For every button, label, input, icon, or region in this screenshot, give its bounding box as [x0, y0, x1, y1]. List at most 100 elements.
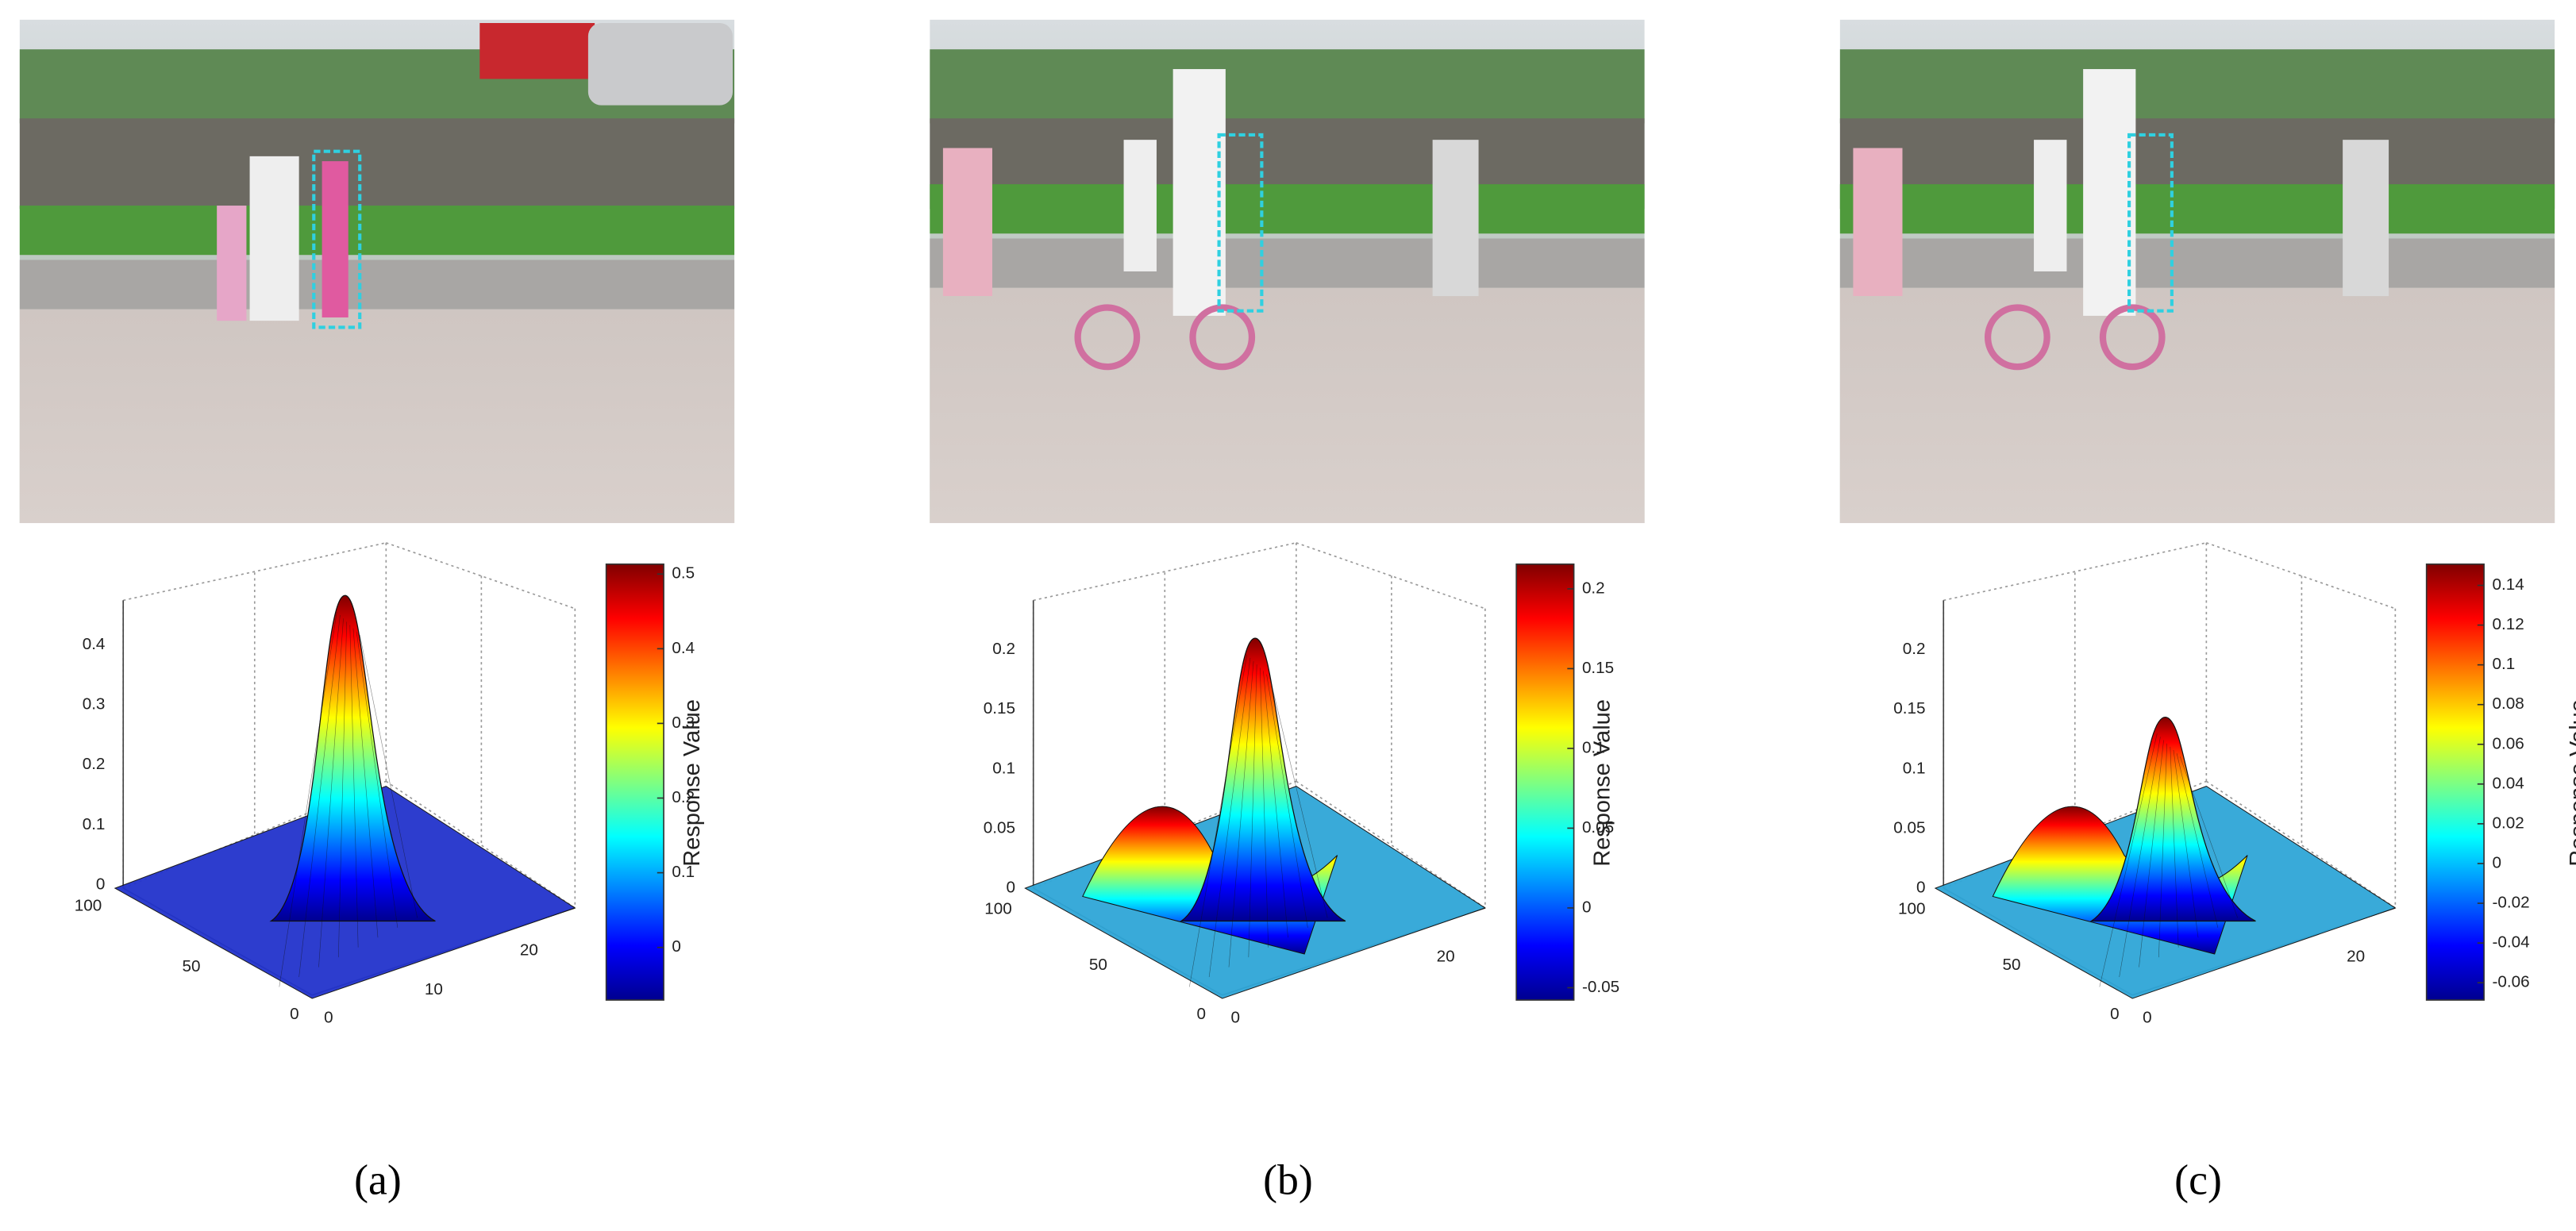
x-tick-label: 10 — [425, 980, 443, 998]
z-tick-label: 0.2 — [83, 755, 106, 773]
x-tick-label: 0 — [324, 1008, 333, 1026]
colorbar-tick-label: 0.2 — [1582, 579, 1605, 597]
z-tick-label: 0.1 — [83, 815, 106, 833]
photo-grass — [1839, 184, 2555, 234]
z-tick-label: 0.2 — [1903, 640, 1926, 658]
photo-curb — [19, 260, 735, 310]
colorbar-tick-label: 0.02 — [2492, 814, 2524, 832]
photo-pavement — [930, 287, 1645, 524]
surface-mesh — [2158, 743, 2168, 958]
colorbar-label: Response Value — [2566, 699, 2576, 867]
colorbar-tick-label: 0 — [2492, 853, 2501, 871]
y-tick-label: 50 — [2003, 956, 2021, 974]
colorbar-tick-label: 0.08 — [2492, 694, 2524, 713]
colorbar-tick-label: 0.05 — [1582, 818, 1614, 837]
photo-pavement — [19, 309, 735, 524]
surface-mesh — [2179, 756, 2238, 918]
z-tick-label: 0 — [1006, 879, 1015, 897]
surface-mesh — [298, 615, 341, 978]
colorbar-tick-label: 0.12 — [2492, 615, 2524, 633]
caption: (b) — [1263, 1156, 1313, 1203]
colorbar-tick-label: 0 — [1582, 898, 1592, 916]
surface-mesh — [338, 621, 347, 958]
colorbar-tick-label: 0.15 — [1582, 659, 1614, 677]
colorbar-label: Response Value — [1590, 699, 1615, 867]
y-tick-label: 50 — [182, 957, 200, 975]
x-tick-label: 20 — [1437, 948, 1455, 966]
photo — [1839, 19, 2555, 524]
surface-mesh — [1189, 654, 1248, 987]
surface-mesh — [2099, 733, 2158, 987]
z-tick-label: 0.4 — [83, 635, 106, 653]
caption: (a) — [354, 1156, 402, 1203]
surface-mesh — [352, 628, 379, 938]
photo-person — [2343, 140, 2389, 297]
surface-mesh — [2119, 737, 2161, 978]
z-tick-label: 0.1 — [992, 759, 1015, 777]
colorbar-tick-label: 0.3 — [672, 714, 695, 732]
axis-box-line — [1296, 542, 1486, 610]
photo-person — [2083, 69, 2136, 316]
target-box — [312, 149, 362, 329]
photo-person — [1432, 140, 1479, 297]
x-tick-label: 0 — [1231, 1008, 1241, 1026]
x-tick-label: 20 — [2347, 948, 2365, 966]
colorbar-tick-label: 0.2 — [672, 788, 695, 806]
z-tick-label: 0.2 — [992, 640, 1015, 658]
z-tick-label: 0.15 — [1893, 699, 1925, 717]
surface-mesh — [359, 634, 418, 918]
photo-wheel — [1984, 304, 2050, 371]
surface-mesh — [2173, 749, 2199, 938]
photo-grass — [19, 206, 735, 256]
photo-sign — [479, 23, 595, 79]
colorbar-tick-label: -0.06 — [2492, 973, 2529, 991]
colorbar-tick-label: 0.1 — [1582, 738, 1605, 756]
photo-wheel — [1189, 304, 1256, 371]
colorbar — [2425, 563, 2485, 1001]
photo-wall — [19, 118, 735, 210]
photo-person — [1853, 148, 1903, 297]
colorbar-tick-label: -0.02 — [2492, 894, 2529, 912]
z-tick-label: 0.1 — [1903, 759, 1926, 777]
y-tick-label: 100 — [1898, 899, 1926, 917]
photo — [19, 19, 735, 524]
y-tick-label: 100 — [984, 899, 1012, 917]
surface-mesh — [356, 631, 399, 928]
photo-curb — [1839, 238, 2555, 288]
surface-peak — [2089, 716, 2256, 922]
surface-mesh — [349, 625, 359, 948]
colorbar-tick-label: -0.05 — [1582, 978, 1619, 996]
photo-person — [249, 156, 299, 321]
y-tick-label: 0 — [2110, 1005, 2120, 1023]
colorbar-tick-label: 0.14 — [2492, 575, 2524, 594]
surface-mesh — [1266, 674, 1308, 928]
photo-person — [942, 148, 992, 297]
colorbar-tick-label: 0 — [672, 937, 681, 956]
photo-child — [2034, 140, 2067, 271]
panel: 0.4 0.3 0.2 0.1 0 100 50 0 0 10 20 0.5 0.4 0.3 0.2 0.1 0… — [19, 19, 735, 1203]
photo — [930, 19, 1645, 524]
x-tick-label: 20 — [520, 941, 538, 959]
axis-box-line — [386, 542, 576, 610]
colorbar-tick-label: -0.04 — [2492, 933, 2529, 952]
surface-mesh — [2139, 740, 2164, 967]
y-tick-label: 0 — [290, 1005, 299, 1023]
photo-trees — [930, 49, 1645, 124]
z-tick-label: 0.05 — [1893, 818, 1925, 837]
photo-grass — [930, 184, 1645, 234]
photo-curb — [930, 238, 1645, 288]
colorbar-tick-label: 0.5 — [672, 564, 695, 583]
surface-mesh — [1248, 664, 1257, 958]
colorbar-tick-label: 0.1 — [2492, 655, 2515, 673]
z-tick-label: 0.15 — [984, 699, 1015, 717]
photo-child — [1123, 140, 1157, 271]
z-tick-label: 0.3 — [83, 694, 106, 713]
surface-mesh — [1260, 667, 1269, 948]
colorbar-tick-label: 0.04 — [2492, 774, 2524, 792]
y-tick-label: 0 — [1197, 1005, 1207, 1023]
colorbar-tick-label: 0.06 — [2492, 734, 2524, 752]
surface-mesh — [279, 611, 337, 987]
photo-child — [322, 161, 348, 317]
